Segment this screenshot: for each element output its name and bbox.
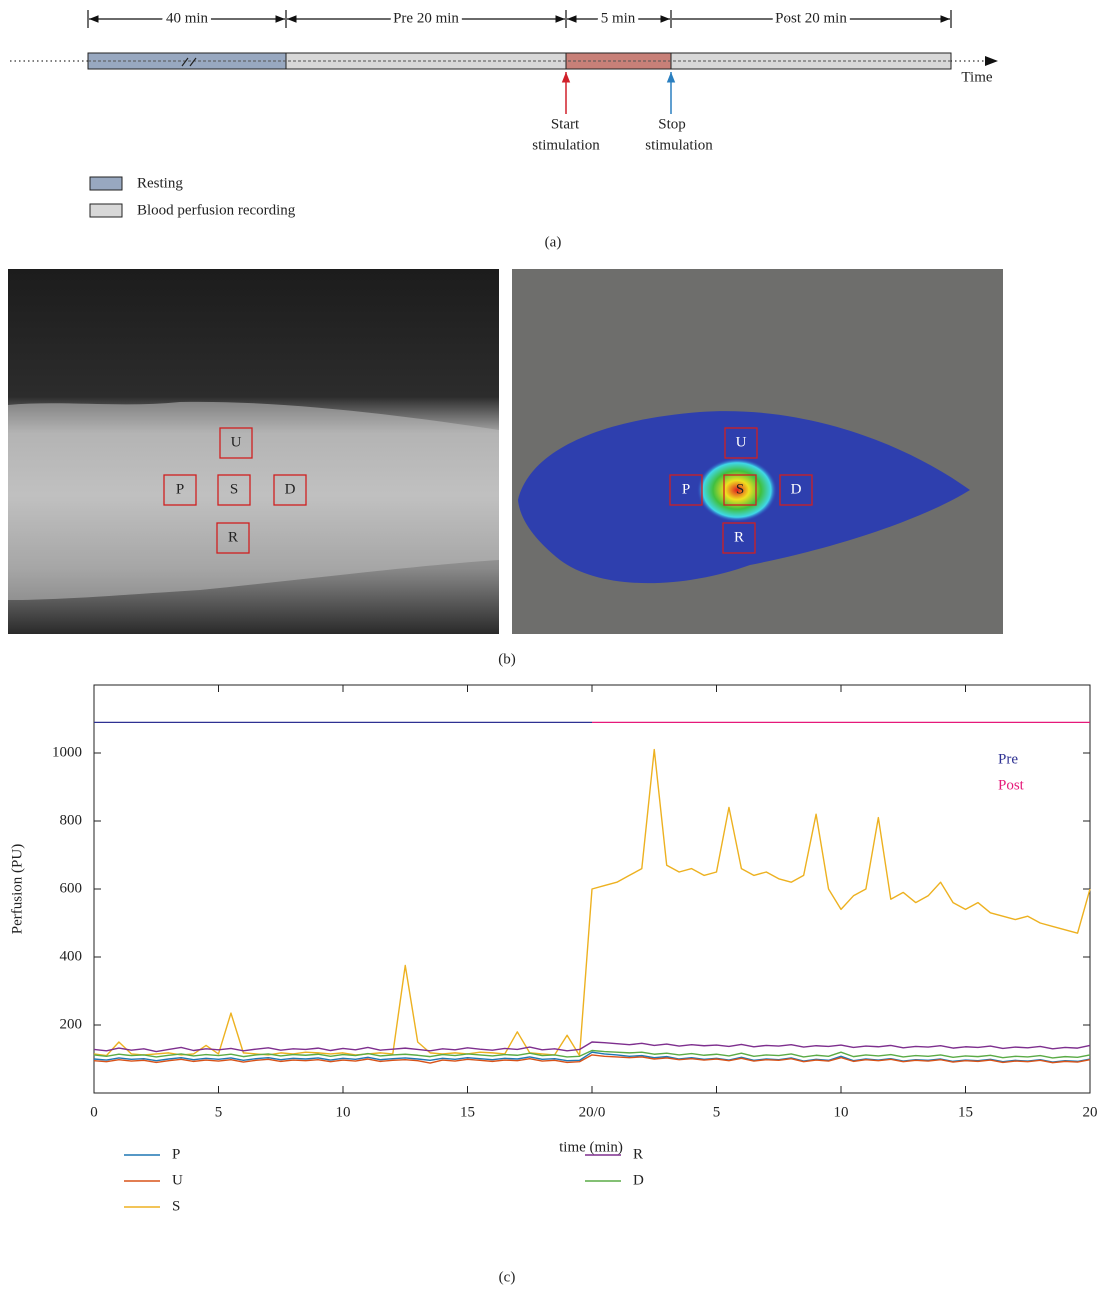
roi-label: U	[231, 434, 242, 450]
series-line	[93, 1049, 1091, 1059]
duration-label: 40 min	[166, 10, 209, 26]
period-label: Post	[998, 777, 1025, 793]
legend-label: R	[633, 1146, 643, 1162]
resting-segment	[87, 52, 287, 70]
duration-label: Post 20 min	[775, 10, 847, 26]
caption: (c)	[499, 1269, 516, 1285]
y-tick-label: 600	[60, 880, 83, 896]
roi-label: D	[285, 481, 296, 497]
y-axis-label: Perfusion (PU)	[9, 844, 25, 934]
legend-label: S	[172, 1198, 180, 1214]
y-tick-label: 400	[60, 948, 83, 964]
x-axis-label: time (min)	[559, 1139, 623, 1155]
y-tick-label: 1000	[52, 744, 82, 760]
arm-highlight	[8, 401, 499, 600]
x-tick-label: 10	[834, 1104, 849, 1120]
roi-label: P	[176, 481, 184, 497]
marker-label: stimulation	[645, 137, 713, 153]
roi-label: R	[228, 529, 238, 545]
y-tick-label: 200	[60, 1016, 83, 1032]
roi-label: P	[682, 481, 690, 497]
roi-label: U	[736, 434, 747, 450]
series-line	[93, 748, 1091, 1057]
roi-label: R	[734, 529, 744, 545]
x-tick-label: 15	[958, 1104, 973, 1120]
marker-label: stimulation	[532, 137, 600, 153]
period-label: Pre	[998, 751, 1018, 767]
legend-swatch	[89, 203, 123, 218]
legend-label: U	[172, 1172, 183, 1188]
images: U P S D R U P S D R (b)	[8, 269, 1003, 667]
hotspot	[697, 458, 777, 522]
x-tick-label: 20/0	[579, 1104, 606, 1120]
marker-label: Stop	[658, 116, 686, 132]
series-line	[93, 1041, 1091, 1053]
x-tick-label: 15	[460, 1104, 475, 1120]
legend-swatch	[89, 176, 123, 191]
legend-label: D	[633, 1172, 644, 1188]
y-tick-label: 800	[60, 812, 83, 828]
series-line	[93, 1054, 1091, 1064]
caption: (b)	[498, 651, 516, 667]
duration-label: 5 min	[601, 10, 636, 26]
roi-label: S	[230, 481, 238, 497]
break-mark	[181, 57, 197, 67]
x-tick-label: 5	[713, 1104, 721, 1120]
time-label: Time	[961, 69, 992, 85]
roi-right: U P S D R	[669, 427, 813, 554]
roi-left: U P S D R	[163, 427, 307, 554]
legend-label: Blood perfusion recording	[137, 202, 296, 218]
caption: (a)	[545, 234, 562, 250]
duration-label: Pre 20 min	[393, 10, 459, 26]
x-tick-label: 5	[215, 1104, 223, 1120]
x-tick-label: 10	[336, 1104, 351, 1120]
timeline: 40 min Pre 20 min 5 min Post 20 min Time…	[10, 6, 998, 250]
dimension-ticks	[87, 10, 952, 28]
x-tick-label: 20	[1083, 1104, 1098, 1120]
marker-label: Start	[551, 116, 580, 132]
x-tick-label: 0	[90, 1104, 98, 1120]
roi-label: D	[791, 481, 802, 497]
legend-label: P	[172, 1146, 180, 1162]
perfusion-chart: time (min) Perfusion (PU) (c) 0 5 10 15 20/0…	[9, 684, 1098, 1285]
legend-label: Resting	[137, 175, 183, 191]
roi-label: S	[736, 481, 744, 497]
time-arrow	[985, 56, 998, 66]
